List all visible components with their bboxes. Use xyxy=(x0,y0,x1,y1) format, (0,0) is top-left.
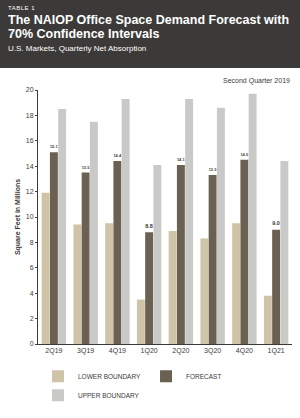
svg-text:3Q19: 3Q19 xyxy=(77,347,94,355)
svg-text:14.4: 14.4 xyxy=(113,153,121,158)
html-text:U.S. Markets, Quarterly Net Ab: U.S. Markets, Quarterly Net Absorption xyxy=(8,44,147,53)
svg-text:0: 0 xyxy=(30,340,34,347)
svg-text:14.1: 14.1 xyxy=(177,157,185,162)
svg-text:4Q20: 4Q20 xyxy=(236,347,253,355)
html-text:The NAIOP Office Space Demand: The NAIOP Office Space Demand Forecast w… xyxy=(8,13,290,41)
svg-text:3Q20: 3Q20 xyxy=(204,347,221,355)
svg-text:13.5: 13.5 xyxy=(82,165,90,170)
svg-text:14.5: 14.5 xyxy=(240,152,248,157)
svg-text:Square Feet in Millions: Square Feet in Millions xyxy=(14,179,22,255)
svg-text:13.3: 13.3 xyxy=(209,167,217,172)
svg-text:4: 4 xyxy=(30,290,34,297)
svg-text:Second Quarter 2019: Second Quarter 2019 xyxy=(223,77,290,85)
svg-text:2: 2 xyxy=(30,315,34,322)
svg-text:2Q19: 2Q19 xyxy=(45,347,62,355)
svg-text:12: 12 xyxy=(26,188,34,195)
svg-text:8.8: 8.8 xyxy=(145,223,153,229)
html-text:TABLE 1: TABLE 1 xyxy=(8,5,36,11)
svg-text:10: 10 xyxy=(26,213,34,220)
svg-text:UPPER BOUNDARY: UPPER BOUNDARY xyxy=(78,392,140,399)
svg-text:9.0: 9.0 xyxy=(272,220,280,226)
svg-text:18: 18 xyxy=(26,112,34,119)
svg-text:14: 14 xyxy=(26,163,34,170)
svg-text:1Q20: 1Q20 xyxy=(141,347,158,355)
svg-text:16: 16 xyxy=(26,137,34,144)
svg-text:8: 8 xyxy=(30,239,34,246)
svg-text:6: 6 xyxy=(30,264,34,271)
svg-text:LOWER BOUNDARY: LOWER BOUNDARY xyxy=(78,373,141,380)
svg-text:20: 20 xyxy=(26,86,34,93)
svg-text:FORECAST: FORECAST xyxy=(186,373,221,380)
svg-text:4Q19: 4Q19 xyxy=(109,347,126,355)
svg-text:15.1: 15.1 xyxy=(50,144,58,149)
svg-text:2Q20: 2Q20 xyxy=(172,347,189,355)
svg-text:1Q21: 1Q21 xyxy=(268,347,285,355)
